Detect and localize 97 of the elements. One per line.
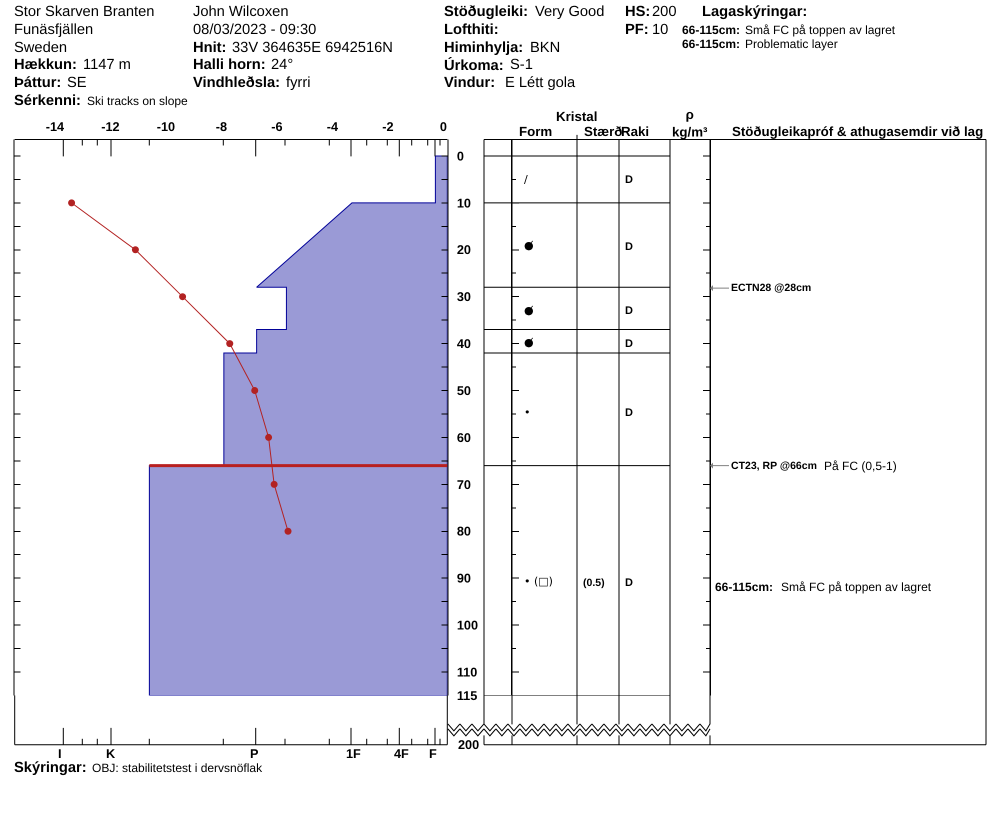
text: / (524, 173, 528, 186)
text: 66-115cm: (715, 580, 774, 594)
text: D (625, 338, 633, 350)
y-tick-label: 80 (456, 524, 471, 539)
text: Very Good (535, 4, 604, 20)
text: I (58, 747, 62, 761)
category-label: Stærð (584, 124, 622, 139)
text: 08/03/2023 - 09:30 (193, 22, 316, 38)
text: 1F (346, 747, 362, 761)
text: 200 (458, 738, 480, 752)
text: E Létt gola (505, 75, 576, 91)
text: Funäsfjällen (14, 22, 94, 38)
y-tick-label: 110 (456, 665, 478, 680)
text: Þáttur: (14, 75, 62, 91)
text: På FC (0,5-1) (824, 459, 897, 473)
text: Vindhleðsla: (193, 75, 280, 91)
text: Lofthiti: (444, 22, 499, 38)
text: Skýringar: (14, 760, 87, 776)
category-label: Raki (621, 124, 650, 139)
x-tick-label: -6 (271, 120, 283, 134)
y-tick-label: 70 (456, 478, 471, 492)
text: • (524, 406, 530, 419)
text: Sérkenni: (14, 93, 81, 109)
x-tick-label: -8 (216, 120, 228, 134)
text: OBJ: stabilitetstest i dervsnöflak (92, 761, 264, 775)
x-tick-label: -4 (326, 120, 338, 134)
text: (0.5) (583, 577, 605, 589)
text: Problematic layer (745, 37, 838, 51)
text: • (□) (524, 575, 553, 588)
text: John Wilcoxen (193, 4, 289, 20)
point (132, 246, 139, 254)
text: D (625, 407, 633, 419)
text: 200 (652, 4, 677, 20)
text: S-1 (510, 57, 533, 73)
text: 1147 m (83, 57, 131, 73)
text: PF: (625, 22, 649, 38)
y-tick-label: 30 (456, 290, 471, 304)
y-tick-label: 60 (456, 430, 471, 445)
point (226, 340, 234, 348)
text: Vindur: (444, 75, 496, 91)
category-label: Form (519, 124, 552, 139)
text: Stor Skarven Branten (14, 4, 154, 20)
text: Sweden (14, 40, 68, 56)
x-tick-label: 0 (440, 120, 447, 134)
text: D (625, 577, 633, 589)
text: Lagaskýringar: (702, 4, 808, 20)
category-label: ρ kg/m³ (672, 107, 708, 140)
point (179, 293, 186, 300)
text: Halli horn: (193, 57, 266, 73)
text: ECTN28 @28cm (731, 282, 812, 294)
y-tick-label: 40 (456, 337, 471, 352)
text: D (625, 305, 633, 317)
text: F (429, 747, 437, 761)
point (68, 199, 76, 206)
text: Himinhylja: (444, 40, 524, 56)
text: 4F (394, 747, 410, 761)
text: 10 (652, 22, 668, 38)
category-label: Stöðugleikapróf & athugasemdir við lag (732, 124, 984, 139)
text: P (250, 747, 259, 761)
text: ●̸ (524, 239, 534, 252)
y-tick-label: 10 (456, 196, 471, 210)
text: BKN (530, 40, 560, 56)
text: D (625, 241, 633, 253)
point (251, 387, 258, 394)
y-tick-label: 90 (456, 572, 471, 586)
x-tick-label: -10 (156, 120, 176, 134)
text: K (106, 747, 116, 761)
y-tick-label: 20 (456, 243, 471, 258)
x-tick-label: -2 (382, 120, 394, 134)
text: fyrri (286, 75, 310, 91)
text: Stöðugleiki: (444, 4, 528, 20)
text: SE (67, 75, 87, 91)
text: Små FC på toppen av lagret (745, 23, 896, 37)
text: Hækkun: (14, 57, 77, 73)
text: Hnit: (193, 40, 226, 56)
y-tick-label: 100 (456, 618, 478, 633)
point (265, 434, 272, 441)
text: ●̸ (524, 304, 534, 317)
text: 24° (271, 57, 294, 73)
point (284, 528, 292, 535)
text: 66-115cm: (682, 23, 740, 37)
text: CT23, RP @66cm (731, 460, 817, 472)
text: Kristal (556, 109, 598, 124)
y-tick-label: 115 (456, 688, 478, 703)
text: D (625, 174, 633, 186)
text: HS: (625, 4, 650, 20)
text: Úrkoma: (444, 56, 504, 74)
y-tick-label: 50 (456, 384, 471, 398)
x-tick-label: -12 (101, 120, 120, 134)
text: Ski tracks on slope (87, 94, 188, 108)
text: Små FC på toppen av lagret (781, 580, 932, 594)
text: 33V 364635E 6942516N (232, 40, 393, 56)
text: 66-115cm: (682, 37, 740, 51)
point (270, 480, 278, 488)
x-tick-label: -14 (46, 120, 64, 134)
text: ●̸ (524, 336, 534, 349)
y-tick-label: 0 (456, 149, 464, 164)
